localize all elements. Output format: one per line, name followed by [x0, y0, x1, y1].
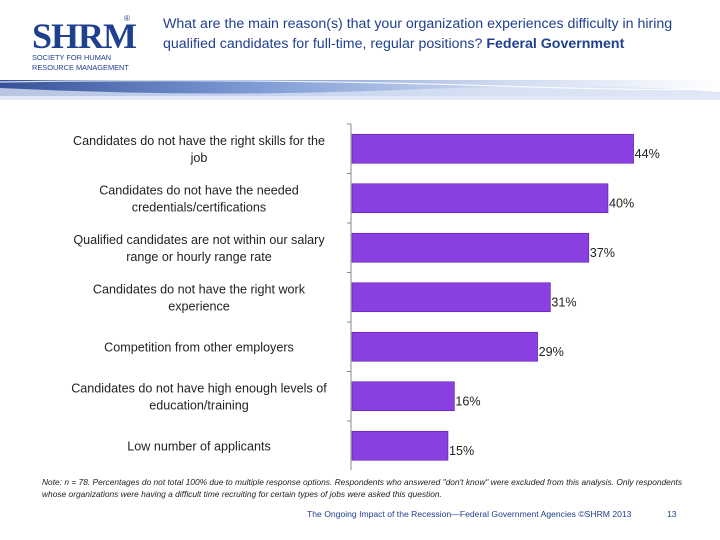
bar	[351, 381, 455, 412]
value-label: 37%	[590, 246, 615, 260]
bar	[351, 331, 538, 362]
value-label: 16%	[455, 394, 480, 408]
bar	[351, 133, 634, 164]
category-label: Candidates do not have the needed credent…	[99, 183, 299, 214]
footnote: Note: n = 78. Percentages do not total 1…	[42, 477, 683, 499]
category-label: Competition from other employers	[104, 340, 294, 354]
value-label: 31%	[551, 295, 576, 309]
logo-line1: SOCIETY FOR HUMAN	[32, 53, 111, 62]
category-label: Candidates do not have high enough level…	[71, 381, 327, 412]
question-text: What are the main reason(s) that your or…	[163, 16, 673, 52]
value-label: 29%	[539, 345, 564, 359]
value-label: 44%	[635, 147, 660, 161]
category-label: Candidates do not have the right work exp…	[93, 282, 306, 313]
page-number: 13	[667, 509, 677, 519]
shrm-logo: SHRM ® SOCIETY FOR HUMAN RESOURCE MANAGE…	[30, 12, 137, 74]
slide-title: What are the main reason(s) that your or…	[163, 14, 708, 54]
header-banner	[0, 80, 720, 100]
segment-label: Federal Government	[486, 36, 625, 52]
category-label: Low number of applicants	[127, 439, 271, 453]
bar	[351, 430, 449, 461]
logo-registered: ®	[124, 14, 130, 23]
bar	[351, 232, 590, 263]
bar-chart: Candidates do not have the right skills …	[71, 123, 660, 470]
value-label: 15%	[449, 444, 474, 458]
logo-line2: RESOURCE MANAGEMENT	[32, 63, 129, 72]
category-label: Qualified candidates are not within our …	[73, 233, 325, 264]
footer-source: The Ongoing Impact of the Recession—Fede…	[307, 509, 632, 519]
bar	[351, 282, 551, 313]
bar	[351, 183, 609, 214]
logo-mark: SHRM	[32, 16, 136, 56]
category-label: Candidates do not have the right skills …	[73, 134, 325, 165]
value-label: 40%	[609, 196, 634, 210]
